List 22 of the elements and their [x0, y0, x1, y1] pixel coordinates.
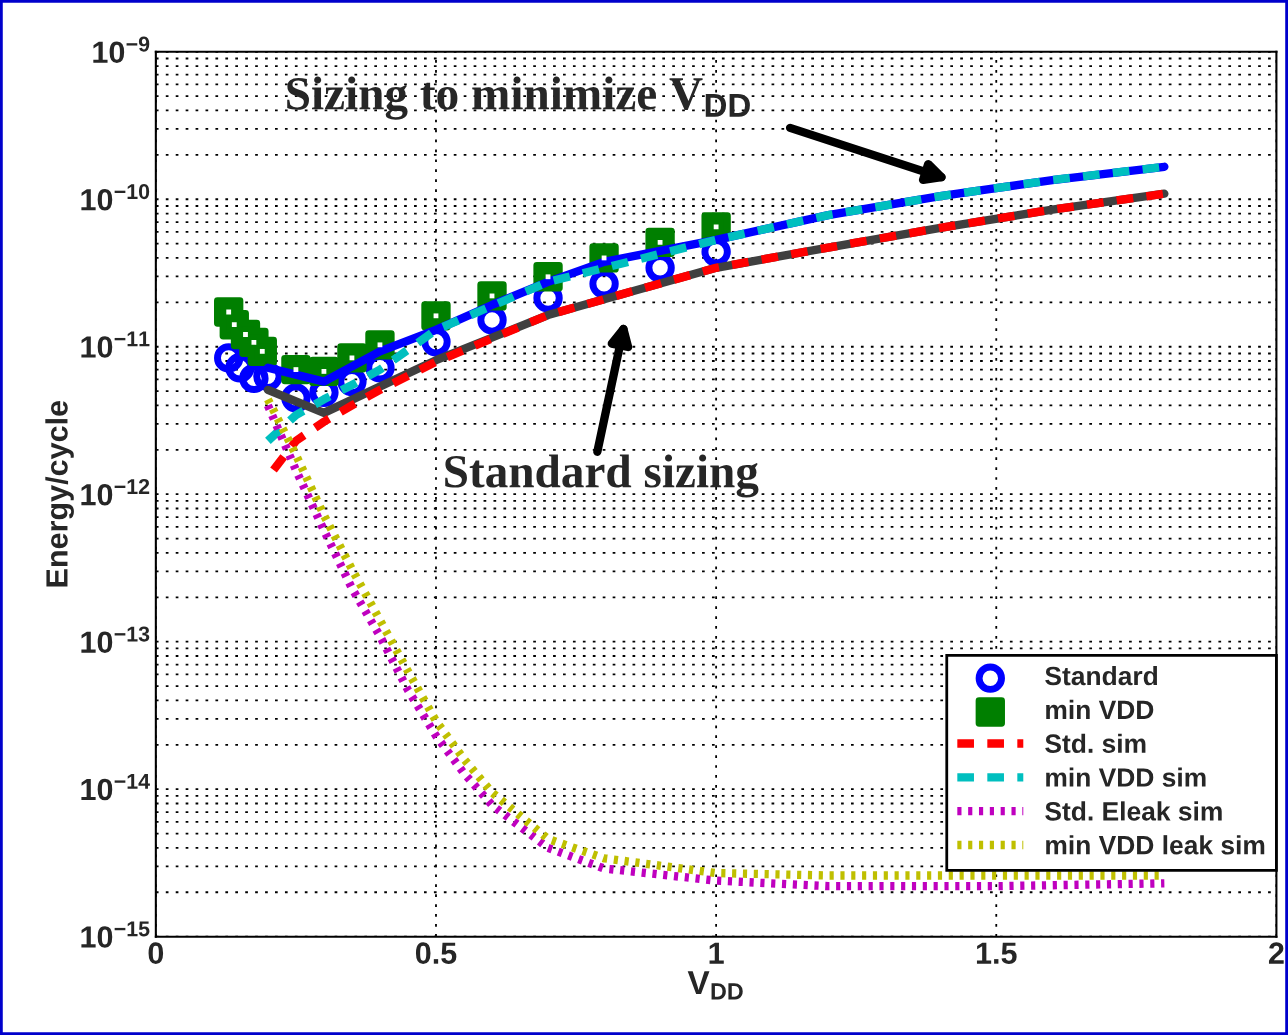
y-tick-label: 10$^{−15}$: [81, 921, 150, 948]
y-tick-label: 10$^{−12}$: [81, 479, 150, 506]
x-axis-title: V$_{DD}$: [687, 971, 743, 1000]
legend-label: min VDD leak sim: [1046, 835, 1265, 855]
annotation: Standard sizing: [445, 454, 759, 498]
x-tick-label: 1.5: [976, 942, 1017, 964]
y-tick-label: 10$^{−9}$: [93, 36, 150, 64]
legend-label: min VDD: [1046, 699, 1154, 719]
x-tick-label: 1: [709, 942, 724, 964]
annotation: Sizing to minimize V$_{DD}$: [287, 76, 750, 120]
x-tick-label: 2: [1268, 942, 1284, 964]
legend-label: Standard: [1045, 665, 1158, 686]
y-tick-label: 10$^{−13}$: [81, 626, 150, 654]
y-axis-title: Energy/cycle: [45, 400, 74, 587]
x-tick-label: 0: [148, 942, 164, 964]
legend-label: Std. sim: [1045, 733, 1146, 754]
x-tick-label: 0.5: [415, 942, 457, 964]
legend-label: min VDD sim: [1046, 767, 1206, 787]
y-tick-label: 10$^{−10}$: [81, 184, 150, 211]
legend-label: Std. Eleak sim: [1045, 801, 1222, 821]
y-tick-label: 10$^{−14}$: [81, 773, 150, 801]
y-tick-label: 10$^{−11}$: [81, 331, 150, 358]
